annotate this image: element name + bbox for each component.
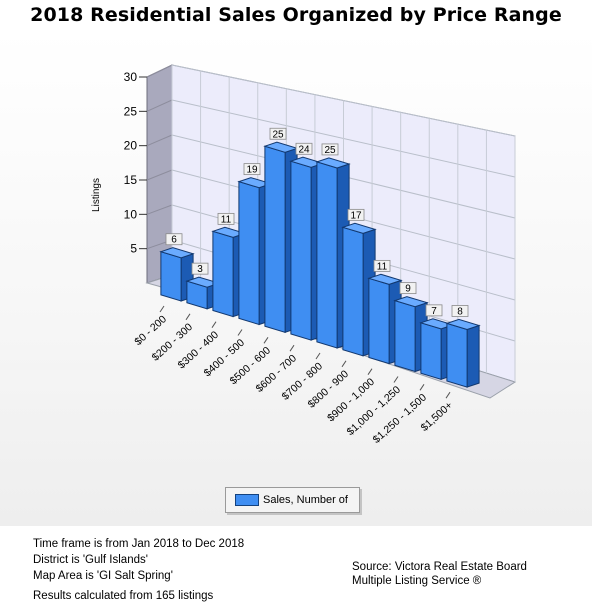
y-axis-label: Listings [91, 178, 102, 212]
chart-legend: Sales, Number of [225, 487, 360, 513]
source-line-1: Source: Victora Real Estate Board [352, 561, 527, 573]
data-label: 11 [221, 214, 232, 225]
gridline-side [146, 64, 173, 78]
data-label: 19 [246, 165, 258, 176]
x-tick-mark [263, 337, 269, 344]
bar [342, 226, 364, 357]
bar-top [445, 318, 481, 331]
bar [420, 322, 442, 380]
data-label: 8 [457, 306, 463, 317]
data-label: 6 [171, 235, 177, 246]
legend-label: Sales, Number of [263, 494, 348, 506]
info-results: Results calculated from 165 listings [33, 590, 214, 602]
y-tick-label: 5 [130, 242, 137, 256]
bar [290, 160, 312, 341]
x-tick-mark [159, 305, 165, 313]
bar [446, 322, 468, 388]
x-tick-mark [237, 329, 243, 336]
bar [238, 180, 260, 326]
x-tick-mark [367, 368, 373, 375]
data-label-box [451, 305, 469, 317]
gridline-side [146, 204, 173, 215]
x-tick-mark [185, 313, 191, 321]
info-map-area: Map Area is 'GI Salt Spring' [33, 570, 173, 582]
bar-top [159, 247, 195, 259]
y-tick-label: 10 [124, 207, 138, 221]
bar-top [367, 273, 403, 285]
data-label-box [217, 212, 235, 225]
bar-top [341, 222, 377, 234]
data-label-box [347, 208, 365, 221]
x-tick-mark [289, 344, 295, 352]
data-label: 7 [431, 306, 437, 317]
data-label-box [399, 282, 417, 295]
info-district: District is 'Gulf Islands' [33, 554, 148, 566]
data-label: 25 [272, 129, 284, 140]
x-tick-mark [315, 352, 321, 360]
source-line-2: Multiple Listing Service ® [352, 575, 482, 587]
bar-side [466, 324, 480, 388]
y-tick-label: 25 [124, 104, 138, 118]
info-timeframe: Time frame is from Jan 2018 to Dec 2018 [33, 538, 245, 550]
gridline-side [146, 169, 173, 181]
x-tick-mark [341, 360, 347, 368]
data-label-box [191, 262, 209, 275]
data-label: 25 [324, 145, 336, 156]
data-label-box [295, 142, 313, 155]
bar [394, 299, 416, 373]
source-note: Source: Victora Real Estate Board Multip… [352, 560, 527, 588]
data-label: 17 [350, 210, 362, 221]
x-tick-mark [393, 376, 399, 383]
bar [264, 145, 286, 333]
data-label-box [321, 143, 339, 156]
x-tick-mark [211, 321, 217, 328]
y-tick-label: 30 [124, 70, 138, 84]
x-tick-mark [445, 391, 451, 399]
data-label-box [373, 259, 391, 272]
bar-top [393, 296, 429, 308]
report-info: Time frame is from Jan 2018 to Dec 2018 … [33, 536, 244, 604]
data-label: 3 [197, 264, 203, 275]
data-label: 11 [377, 261, 388, 272]
bar [160, 251, 182, 302]
data-label: 24 [298, 144, 310, 155]
legend-swatch [235, 494, 259, 506]
bar [316, 161, 338, 349]
y-tick-label: 20 [124, 139, 138, 153]
chart-title: 2018 Residential Sales Organized by Pric… [30, 4, 562, 26]
data-label-box [165, 233, 183, 246]
gridline-side [146, 134, 173, 147]
y-tick-label: 15 [124, 173, 138, 187]
data-label: 9 [405, 284, 411, 295]
data-label-box [269, 127, 287, 140]
bar [212, 230, 234, 318]
x-tick-mark [419, 384, 425, 391]
gridline-side [146, 99, 173, 112]
data-label-box [243, 163, 261, 176]
bar-top [315, 157, 351, 169]
data-label-box [425, 304, 443, 317]
bar [368, 277, 390, 365]
